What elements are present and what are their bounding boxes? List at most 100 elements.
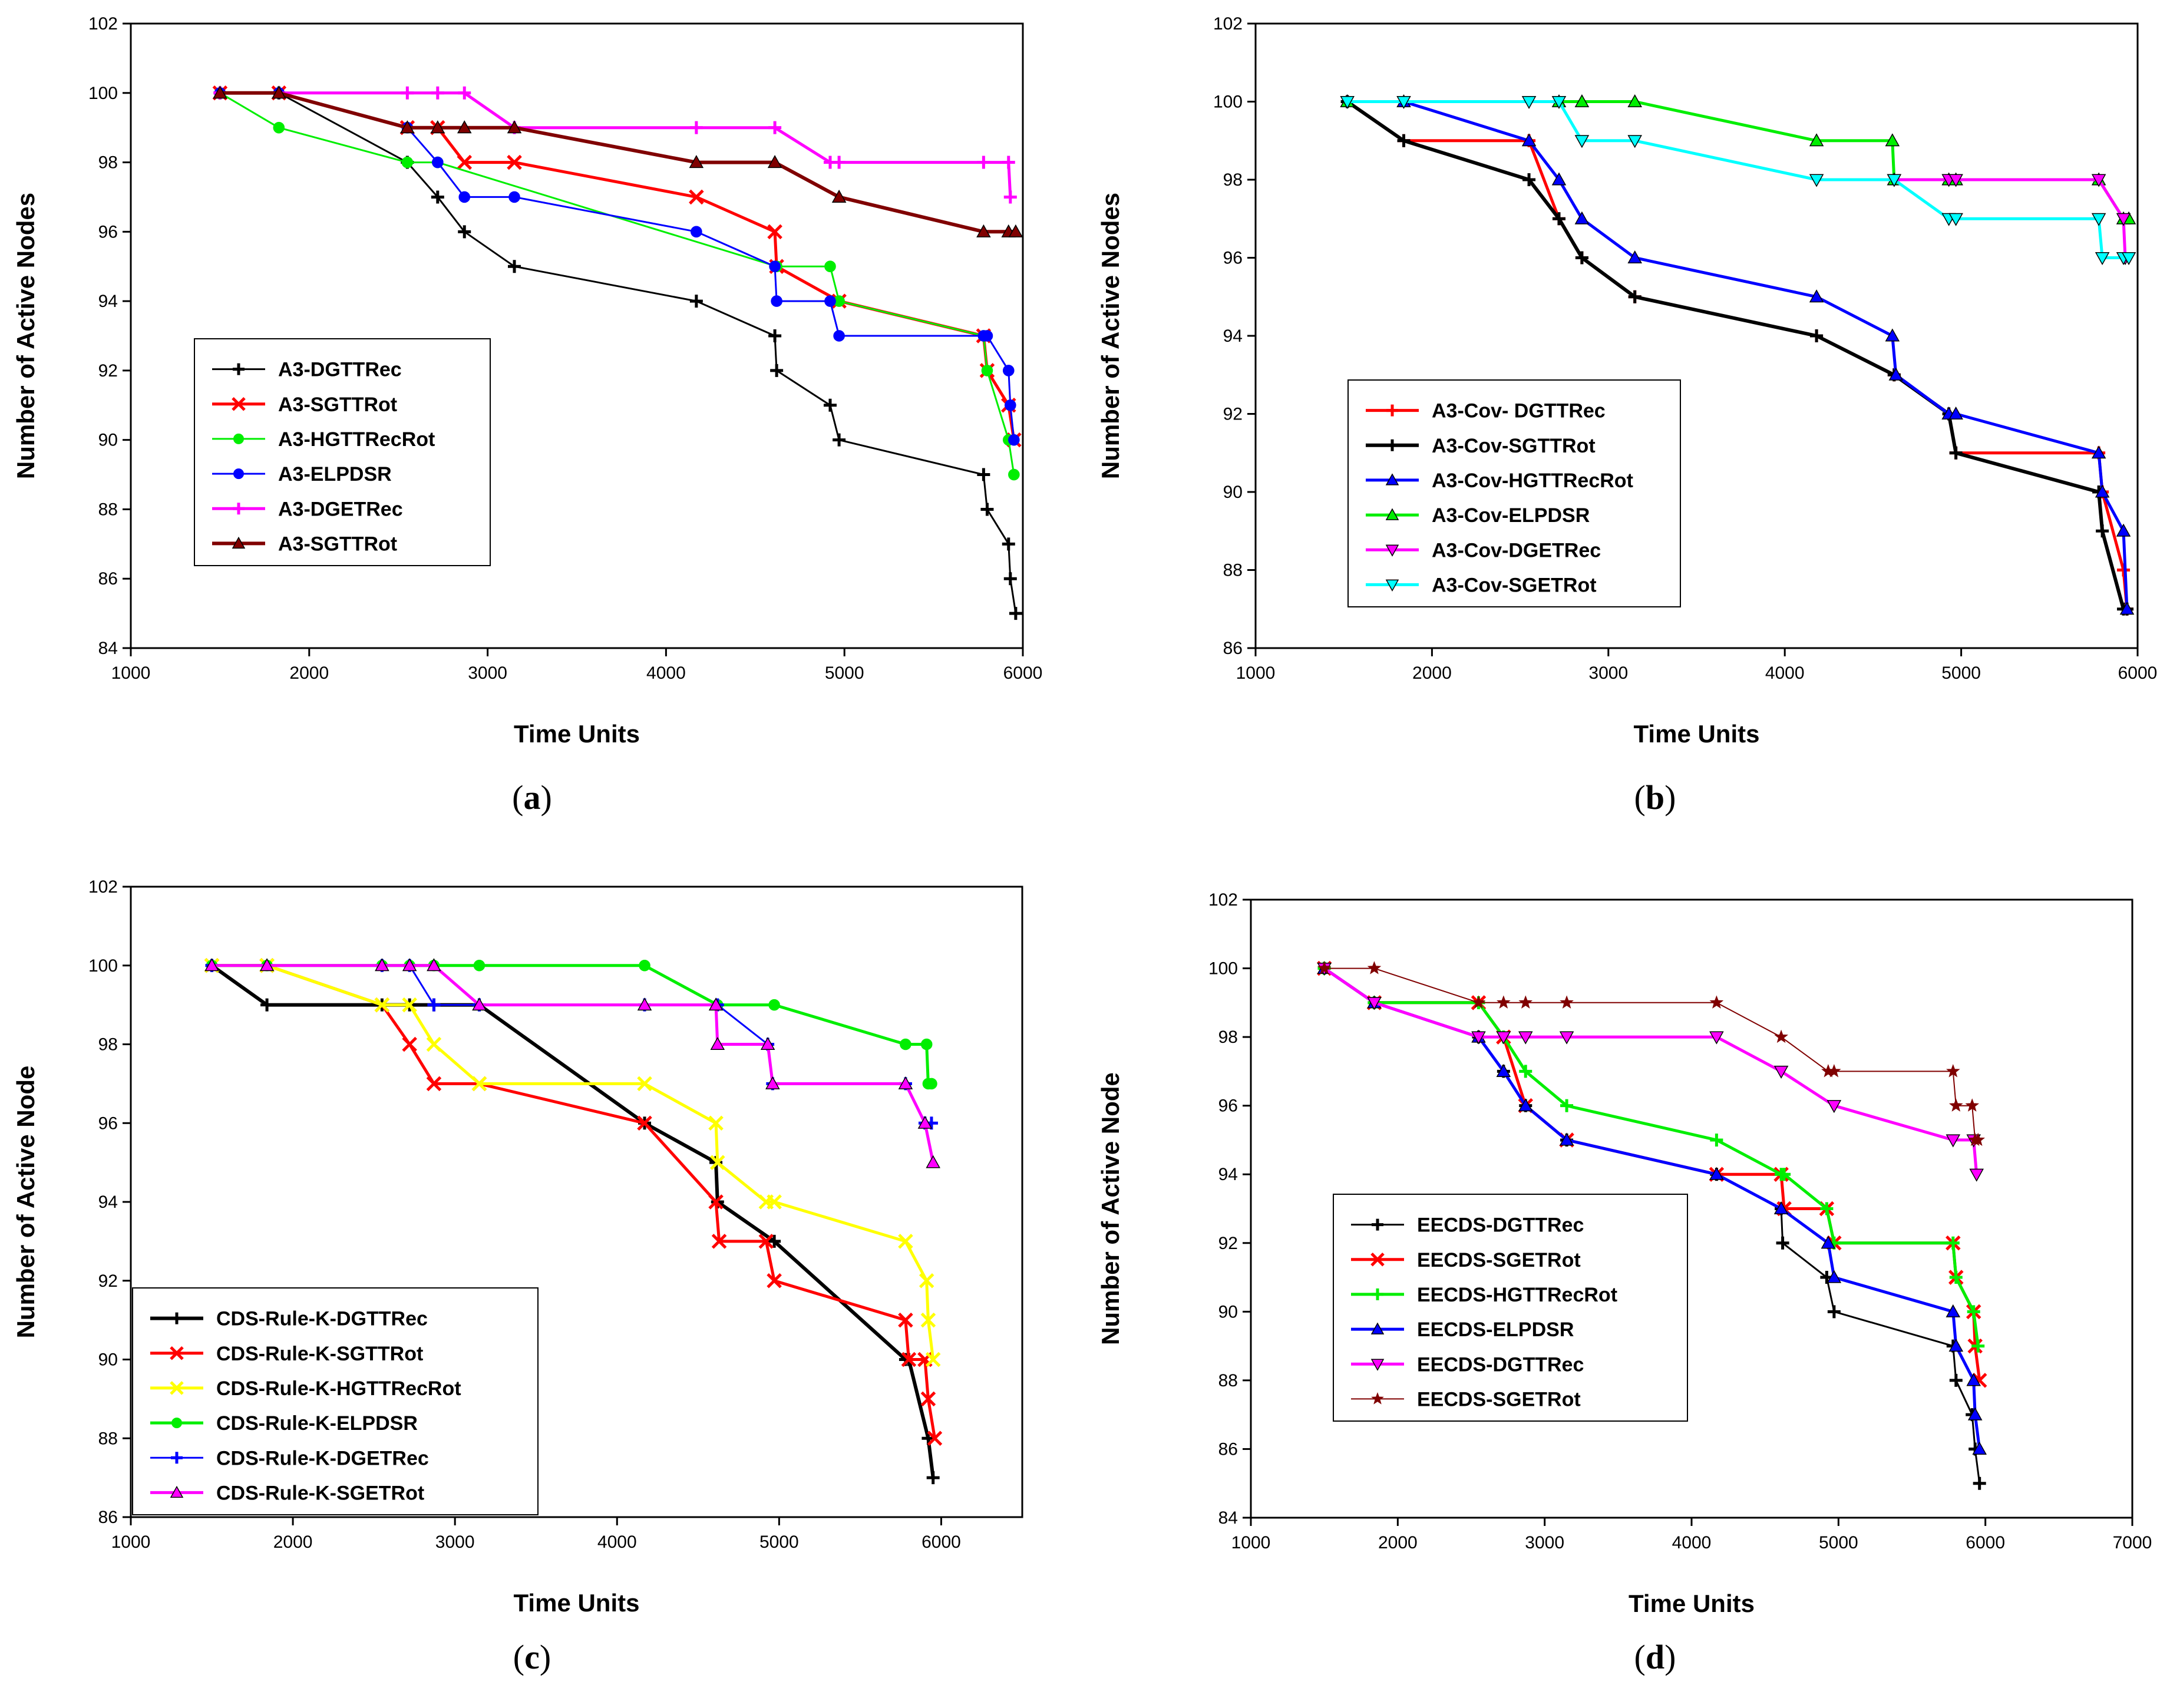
series-line (1347, 100, 2129, 259)
series-line (212, 964, 935, 1163)
y-tick-label: 96 (1218, 1096, 1238, 1116)
legend: A3-Cov- DGTTRec A3-Cov-SGTTRot A3-Cov-HGTT… (1347, 379, 1681, 607)
y-tick-label: 100 (88, 84, 118, 103)
data-point (768, 121, 782, 134)
data-point (1551, 172, 1567, 186)
data-point (1971, 1339, 1985, 1353)
y-tick-label: 90 (98, 1350, 118, 1370)
data-point (758, 1234, 774, 1249)
data-point (691, 226, 702, 238)
data-point (1559, 1132, 1574, 1146)
data-point (1967, 1407, 1983, 1420)
legend-marker (233, 503, 245, 515)
data-point (1948, 406, 1963, 420)
x-tick-label: 3000 (468, 663, 507, 683)
x-tick-label: 1000 (111, 663, 151, 683)
data-point (260, 998, 274, 1012)
data-point (767, 1273, 782, 1289)
data-point (637, 1115, 652, 1131)
y-axis-title: Number of Active Nodes (1096, 193, 1124, 479)
x-tick-label: 4000 (646, 663, 686, 683)
data-point (508, 191, 520, 203)
legend-marker (1372, 1288, 1383, 1300)
data-point (430, 120, 445, 134)
y-tick-label: 102 (1213, 14, 1243, 34)
data-point (426, 1076, 442, 1092)
data-point (472, 997, 487, 1011)
legend-marker (170, 1346, 184, 1360)
data-point (401, 86, 414, 100)
data-point (272, 85, 286, 99)
data-point (432, 156, 444, 169)
data-point (1002, 365, 1015, 376)
data-point (1778, 1168, 1791, 1181)
y-tick-label: 102 (88, 14, 118, 34)
series-line (212, 964, 932, 1124)
data-point (920, 1038, 933, 1050)
data-point (920, 1391, 936, 1407)
legend-label: A3-DGTTRec (278, 359, 402, 381)
chart-panel-d: 84 86 88 90 92 94 96 98 100 102 1000 2000 3000 4000 50… (1085, 854, 2170, 1708)
data-point (689, 189, 704, 205)
legend-label: EECDS-DGTTRec (1417, 1214, 1584, 1237)
data-point (833, 330, 845, 342)
legend-marker (1371, 1392, 1384, 1405)
y-tick-label: 100 (1213, 92, 1243, 112)
x-tick-label: 5000 (1941, 663, 1981, 683)
series-line (220, 92, 1015, 440)
data-point (637, 1076, 652, 1092)
y-tick-label: 92 (1218, 1234, 1238, 1253)
data-point (1519, 1065, 1532, 1078)
data-point (833, 433, 846, 447)
data-point (1966, 1373, 1981, 1386)
data-point (1949, 446, 1963, 460)
data-point (981, 330, 993, 342)
data-point (708, 1194, 724, 1210)
x-tick-label: 4000 (1765, 663, 1805, 683)
data-point (1887, 174, 1902, 187)
data-point (927, 1431, 943, 1446)
legend-box (1333, 1194, 1688, 1422)
data-point (1396, 95, 1411, 110)
data-point (1008, 434, 1020, 446)
data-point (2121, 252, 2136, 266)
legend-box (194, 338, 491, 566)
legend-label: A3-DGETRec (278, 498, 403, 520)
data-point (1521, 95, 1537, 110)
legend-marker (171, 1418, 182, 1429)
data-point (1522, 173, 1536, 186)
data-point (507, 120, 522, 134)
legend-marker (1386, 439, 1398, 451)
y-tick-label: 92 (98, 361, 118, 381)
data-point (898, 1312, 913, 1328)
legend-marker (233, 468, 244, 480)
legend-label: A3-Cov-ELPDSR (1432, 504, 1590, 527)
data-point (1969, 1168, 1984, 1182)
legend-marker (232, 536, 246, 549)
caption-c: (c) (513, 1638, 551, 1676)
data-point (1709, 1167, 1724, 1180)
data-point (2119, 602, 2135, 615)
data-point (1810, 329, 1824, 342)
data-point (1627, 250, 1642, 264)
data-point (1773, 1065, 1789, 1079)
data-point (2091, 213, 2106, 226)
legend-marker (171, 1312, 183, 1324)
data-point (427, 998, 441, 1012)
data-point (711, 1234, 727, 1249)
data-point (1518, 1098, 1533, 1112)
data-point (1008, 468, 1020, 481)
data-point (458, 225, 471, 239)
data-point (273, 121, 285, 134)
data-point (426, 1036, 442, 1052)
data-point (1008, 224, 1023, 237)
series-cds-rule-k-sgetrot (204, 958, 940, 1168)
data-point (1827, 1100, 1842, 1114)
data-point (1948, 1098, 1963, 1112)
data-point (431, 86, 444, 100)
data-point (1827, 1305, 1841, 1319)
caption-b: (b) (1634, 778, 1676, 817)
data-point (768, 329, 782, 342)
data-point (1949, 1373, 1963, 1387)
chart-panel-c: 86 88 90 92 94 96 98 100 102 1000 2000 3000 4000 5000… (0, 854, 1085, 1708)
